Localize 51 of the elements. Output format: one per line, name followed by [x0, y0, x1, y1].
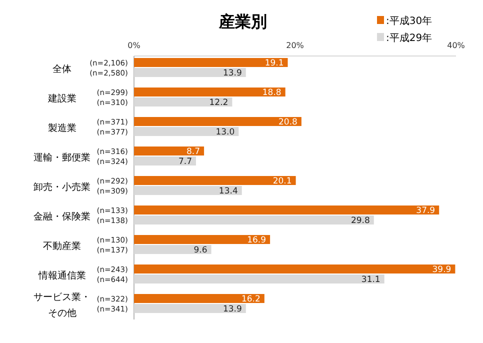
data-label: 20.1 [272, 176, 292, 186]
data-label: 13.9 [222, 68, 242, 78]
data-label: 13.9 [222, 304, 242, 314]
bar [134, 156, 196, 166]
data-label: 12.2 [209, 98, 228, 108]
data-label: 16.9 [247, 236, 266, 246]
bar [134, 294, 264, 303]
bar [134, 146, 204, 156]
data-label: 7.7 [178, 157, 192, 167]
bar [134, 176, 296, 185]
bar [134, 274, 384, 284]
data-label: 16.2 [241, 294, 260, 304]
data-label: 31.1 [361, 275, 380, 285]
y-tick-label: サービス業・その他 [34, 291, 90, 319]
y-tick-label: 製造業 [48, 122, 77, 134]
bar [134, 68, 246, 77]
data-label: 19.1 [264, 58, 284, 68]
bar [134, 235, 270, 244]
data-label: 13.0 [216, 128, 235, 138]
bar [134, 304, 246, 313]
data-label: 39.9 [432, 265, 452, 275]
y-tick-label: 建設業 [46, 92, 77, 104]
data-label: 13.4 [218, 186, 238, 196]
y-tick-label: 全体 [52, 63, 72, 75]
bar [134, 216, 374, 224]
bar [134, 117, 302, 126]
y-tick-label: 運輸・郵便業 [34, 152, 91, 164]
bar [134, 58, 288, 67]
data-label: 20.8 [278, 118, 298, 128]
bar [134, 98, 232, 106]
y-tick-label: 卸売・小売業 [34, 181, 91, 193]
legend-label: :平成29年 [386, 32, 432, 44]
bar [134, 127, 239, 136]
data-label: 18.8 [262, 88, 282, 98]
bar [134, 88, 286, 96]
x-tick-label: 40% [447, 41, 466, 50]
y-tick-label: 金融・保険業 [34, 210, 91, 222]
chart-title: 産業別 [218, 12, 267, 31]
y-tick-label: 不動産業 [43, 240, 82, 252]
legend-label: :平成30年 [386, 15, 432, 27]
bar [134, 264, 456, 274]
data-label: 9.6 [194, 246, 208, 256]
x-tick-label: 0% [128, 41, 141, 50]
bar [134, 245, 212, 254]
data-label: 8.7 [186, 147, 200, 157]
y-tick-label: 情報通信業 [37, 270, 86, 282]
data-label: 29.8 [350, 216, 370, 226]
bar [134, 186, 242, 195]
x-tick-label: 20% [286, 41, 304, 50]
bar [134, 206, 440, 214]
data-label: 37.9 [416, 206, 436, 216]
